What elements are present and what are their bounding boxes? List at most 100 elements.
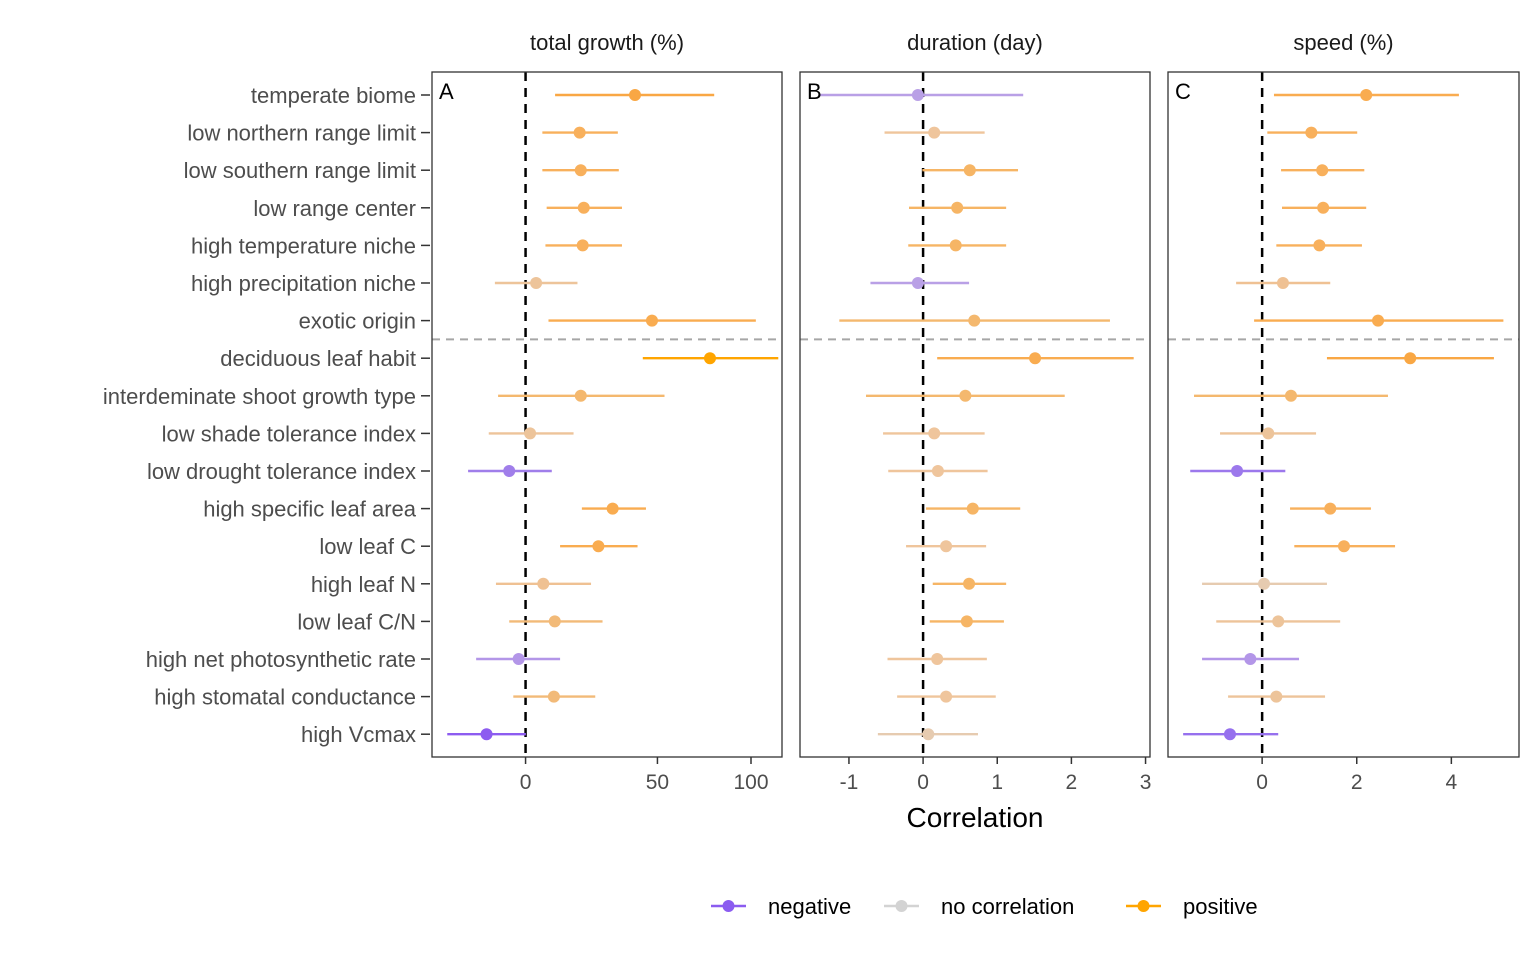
legend-label: negative: [768, 894, 851, 919]
x-tick-label: 2: [1351, 771, 1363, 794]
point-estimate: [928, 126, 941, 139]
point-estimate: [959, 389, 972, 402]
legend-key-point: [895, 900, 908, 912]
point-estimate: [1404, 352, 1417, 365]
point-estimate: [1223, 728, 1236, 741]
point-estimate: [592, 540, 605, 553]
panel-title: total growth (%): [530, 30, 684, 55]
y-tick-label: low drought tolerance index: [147, 459, 416, 484]
point-estimate: [503, 465, 516, 477]
point-estimate: [577, 201, 590, 214]
point-estimate: [1244, 653, 1257, 665]
point-estimate: [966, 502, 979, 515]
x-tick-label: 4: [1446, 771, 1458, 794]
point-estimate: [530, 277, 543, 289]
panel-tag: A: [439, 79, 454, 104]
point-estimate: [480, 728, 493, 741]
point-estimate: [960, 615, 973, 628]
point-estimate: [949, 239, 962, 252]
legend-key-point: [1137, 900, 1150, 912]
panel-tag: B: [807, 79, 822, 104]
y-tick-label: high temperature niche: [191, 233, 416, 258]
point-estimate: [911, 277, 924, 289]
y-tick-label: high Vcmax: [301, 722, 416, 747]
point-estimate: [1360, 89, 1373, 101]
point-estimate: [1372, 314, 1385, 327]
x-tick-label: 0: [1256, 771, 1268, 794]
y-tick-label: high leaf N: [311, 572, 416, 597]
point-estimate: [628, 89, 641, 101]
point-estimate: [1317, 201, 1330, 214]
point-estimate: [968, 314, 981, 327]
legend-key-point: [722, 900, 735, 912]
y-tick-label: high specific leaf area: [203, 497, 417, 522]
point-estimate: [963, 164, 976, 177]
panel-title: speed (%): [1293, 30, 1393, 55]
y-tick-label: deciduous leaf habit: [220, 346, 416, 371]
point-estimate: [951, 201, 964, 214]
y-tick-label: high net photosynthetic rate: [146, 647, 416, 672]
x-tick-label: -1: [840, 771, 859, 794]
point-estimate: [574, 389, 587, 402]
point-estimate: [524, 427, 537, 440]
x-tick-label: 0: [520, 771, 532, 794]
y-tick-label: high stomatal conductance: [154, 685, 416, 710]
x-tick-label: 0: [917, 771, 929, 794]
y-tick-label: low leaf C: [319, 534, 416, 559]
point-estimate: [911, 89, 924, 101]
point-estimate: [547, 690, 560, 703]
point-estimate: [931, 653, 944, 665]
legend-label: no correlation: [941, 894, 1074, 919]
point-estimate: [1337, 540, 1350, 553]
point-estimate: [1270, 690, 1283, 703]
point-estimate: [1029, 352, 1042, 365]
point-estimate: [548, 615, 561, 628]
panel-border: [1167, 71, 1520, 758]
panel-tag: C: [1175, 79, 1191, 104]
point-estimate: [1231, 465, 1244, 477]
x-tick-label: 3: [1140, 771, 1152, 794]
point-estimate: [931, 465, 944, 477]
point-estimate: [537, 577, 550, 590]
legend-label: positive: [1183, 894, 1258, 919]
panel-border: [799, 71, 1151, 758]
point-estimate: [1324, 502, 1337, 515]
point-estimate: [703, 352, 716, 365]
point-estimate: [576, 239, 589, 252]
y-tick-label: low leaf C/N: [297, 609, 416, 634]
point-estimate: [1313, 239, 1326, 252]
y-tick-label: temperate biome: [251, 83, 416, 108]
point-estimate: [606, 502, 619, 515]
y-tick-label: interdeminate shoot growth type: [103, 384, 416, 409]
point-estimate: [574, 164, 587, 177]
panel-title: duration (day): [907, 30, 1043, 55]
point-estimate: [1316, 164, 1329, 177]
point-estimate: [922, 728, 935, 741]
x-tick-label: 1: [991, 771, 1003, 794]
point-estimate: [928, 427, 941, 440]
y-tick-label: low southern range limit: [184, 158, 416, 183]
point-estimate: [573, 126, 586, 139]
panel-border: [431, 71, 783, 758]
point-estimate: [1272, 615, 1285, 628]
point-estimate: [512, 653, 525, 665]
point-estimate: [1258, 577, 1271, 590]
x-tick-label: 2: [1066, 771, 1078, 794]
x-tick-label: 100: [733, 771, 768, 794]
point-estimate: [1262, 427, 1275, 440]
y-tick-label: low northern range limit: [187, 121, 416, 146]
point-estimate: [940, 540, 953, 553]
point-estimate: [1284, 389, 1297, 402]
x-axis-title: Correlation: [907, 802, 1044, 833]
y-tick-label: low range center: [253, 196, 416, 221]
point-estimate: [1305, 126, 1318, 139]
y-tick-label: high precipitation niche: [191, 271, 416, 296]
y-tick-label: exotic origin: [299, 309, 416, 334]
point-estimate: [1276, 277, 1289, 289]
x-tick-label: 50: [646, 771, 669, 794]
y-tick-label: low shade tolerance index: [162, 421, 416, 446]
point-estimate: [645, 314, 658, 327]
point-estimate: [963, 577, 976, 590]
point-estimate: [940, 690, 953, 703]
